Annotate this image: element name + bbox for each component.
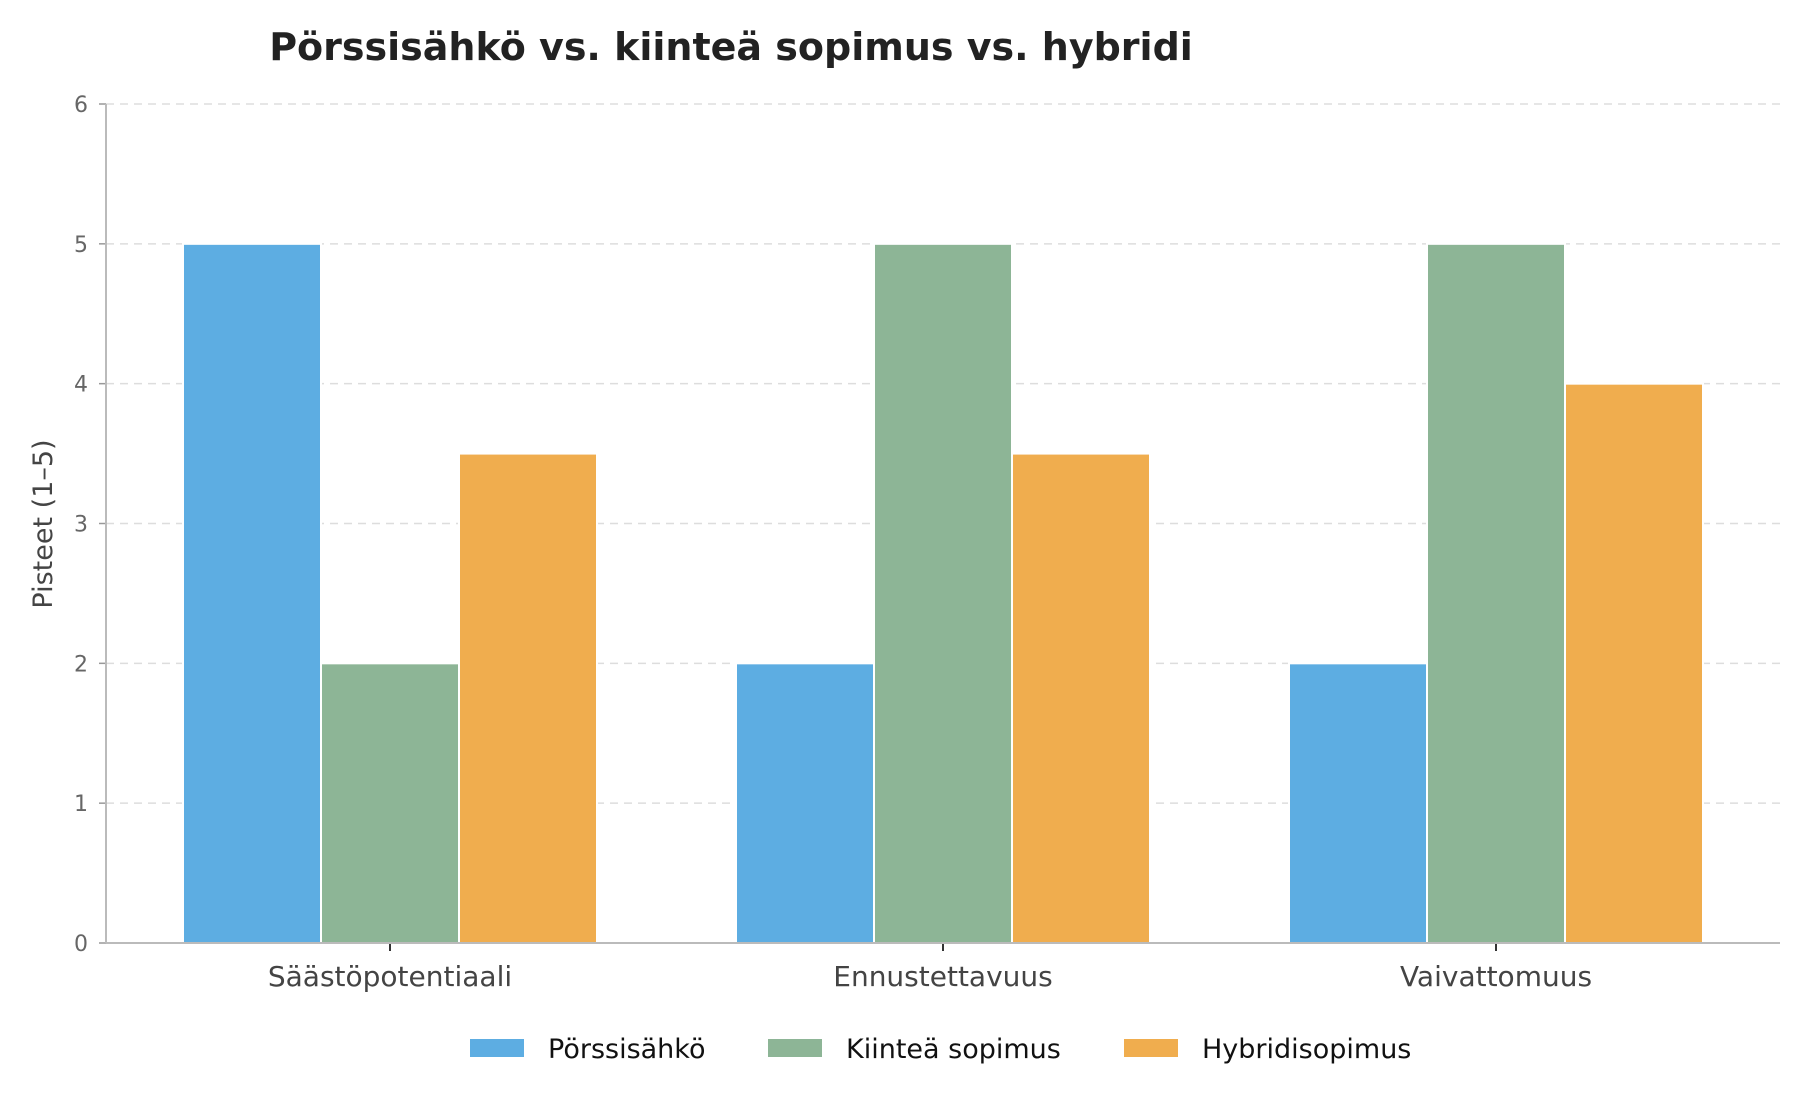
bar-3-1: [458, 452, 598, 944]
legend-swatch-2: [768, 1039, 822, 1057]
bar-3-3: [1564, 382, 1704, 944]
bars: [182, 242, 1704, 945]
bar-1-3: [1288, 662, 1428, 944]
y-tick-label-3: 3: [74, 513, 88, 538]
y-tick-label-1: 1: [74, 792, 88, 817]
x-tick-label-2: Ennustettavuus: [833, 960, 1053, 993]
y-tick-label-6: 6: [74, 93, 88, 118]
legend-label-2: Kiinteä sopimus: [846, 1034, 1061, 1065]
bar-1-1: [182, 242, 322, 945]
legend: Pörssisähkö Kiinteä sopimus Hybridisopimus: [470, 1034, 1411, 1065]
y-axis-label: Pisteet (1–5): [28, 439, 59, 608]
y-tick-label-4: 4: [74, 373, 88, 398]
x-tick-label-3: Vaivattomuus: [1400, 960, 1592, 993]
bar-2-3: [1426, 242, 1566, 945]
y-tick-label-0: 0: [74, 932, 88, 957]
bar-2-1: [320, 662, 460, 944]
legend-label-3: Hybridisopimus: [1202, 1034, 1411, 1065]
legend-swatch-3: [1124, 1039, 1178, 1057]
x-tick-label-1: Säästöpotentiaali: [268, 960, 512, 993]
legend-label-1: Pörssisähkö: [548, 1034, 706, 1065]
bar-1-2: [735, 662, 875, 944]
bar-3-2: [1011, 452, 1151, 944]
chart-title: Pörssisähkö vs. kiinteä sopimus vs. hybr…: [269, 25, 1193, 69]
axes: [99, 103, 1780, 951]
legend-swatch-1: [470, 1039, 524, 1057]
y-tick-label-5: 5: [74, 233, 88, 258]
bar-2-2: [873, 242, 1013, 945]
y-tick-label-2: 2: [74, 652, 88, 677]
tick-labels: 0 1 2 3 4 5 6 Säästöpotentiaali Ennustettavuus Va…: [74, 93, 1592, 993]
